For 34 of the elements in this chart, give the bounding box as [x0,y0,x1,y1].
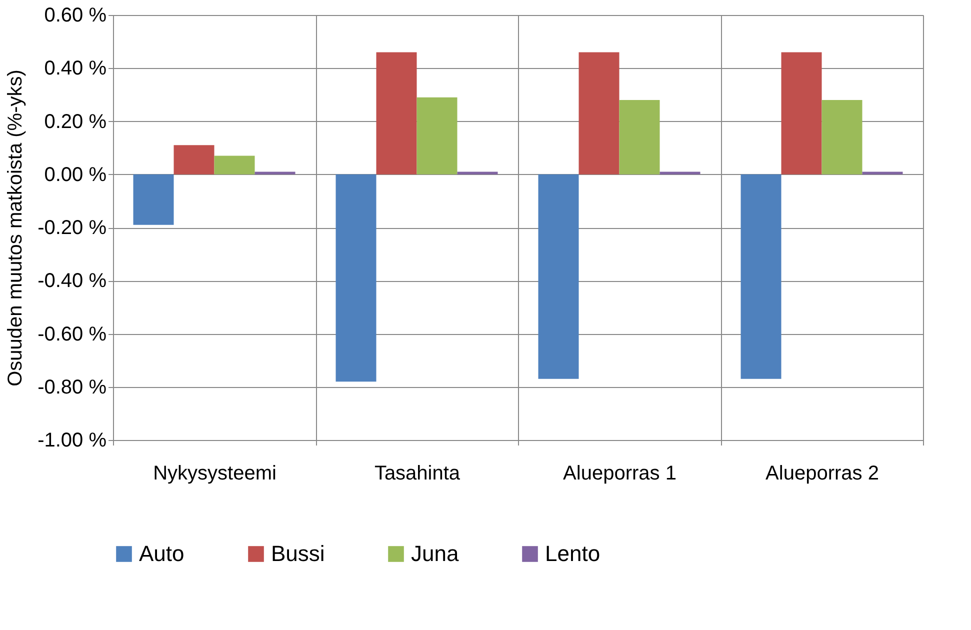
y-tick-label: 0.40 % [44,58,107,80]
bar [862,172,903,174]
y-tick-label: -0.20 % [38,217,107,239]
x-tick-label: Tasahinta [374,462,461,484]
bar [174,145,214,174]
bar [416,97,458,174]
bar [822,100,862,174]
bar [740,174,782,379]
bar [336,174,376,382]
x-tick-label: Alueporras 2 [766,462,879,484]
y-tick-label: -0.80 % [38,376,107,398]
bar [133,174,174,225]
y-tick-label: 0.00 % [44,164,107,186]
y-tick-label: 0.60 % [44,4,107,26]
legend-label: Juna [411,541,460,566]
legend-label: Auto [139,541,184,566]
bar [781,52,822,174]
bar [619,100,660,174]
bar [578,52,620,174]
y-axis-title: Osuuden muutos matkoista (%-yks) [4,70,27,386]
legend-label: Lento [545,541,600,566]
legend-label: Bussi [271,541,325,566]
x-tick-label: Alueporras 1 [563,462,676,484]
bar [457,172,498,174]
y-tick-label: 0.20 % [44,110,107,133]
bar [254,172,296,174]
bar [214,156,255,174]
y-tick-label: -0.40 % [38,270,107,292]
bar [538,174,579,379]
bar [376,52,417,174]
y-tick-label: -1.00 % [38,430,107,452]
bar [660,172,700,174]
y-tick-label: -0.60 % [38,323,107,346]
x-tick-label: Nykysysteemi [153,462,276,484]
